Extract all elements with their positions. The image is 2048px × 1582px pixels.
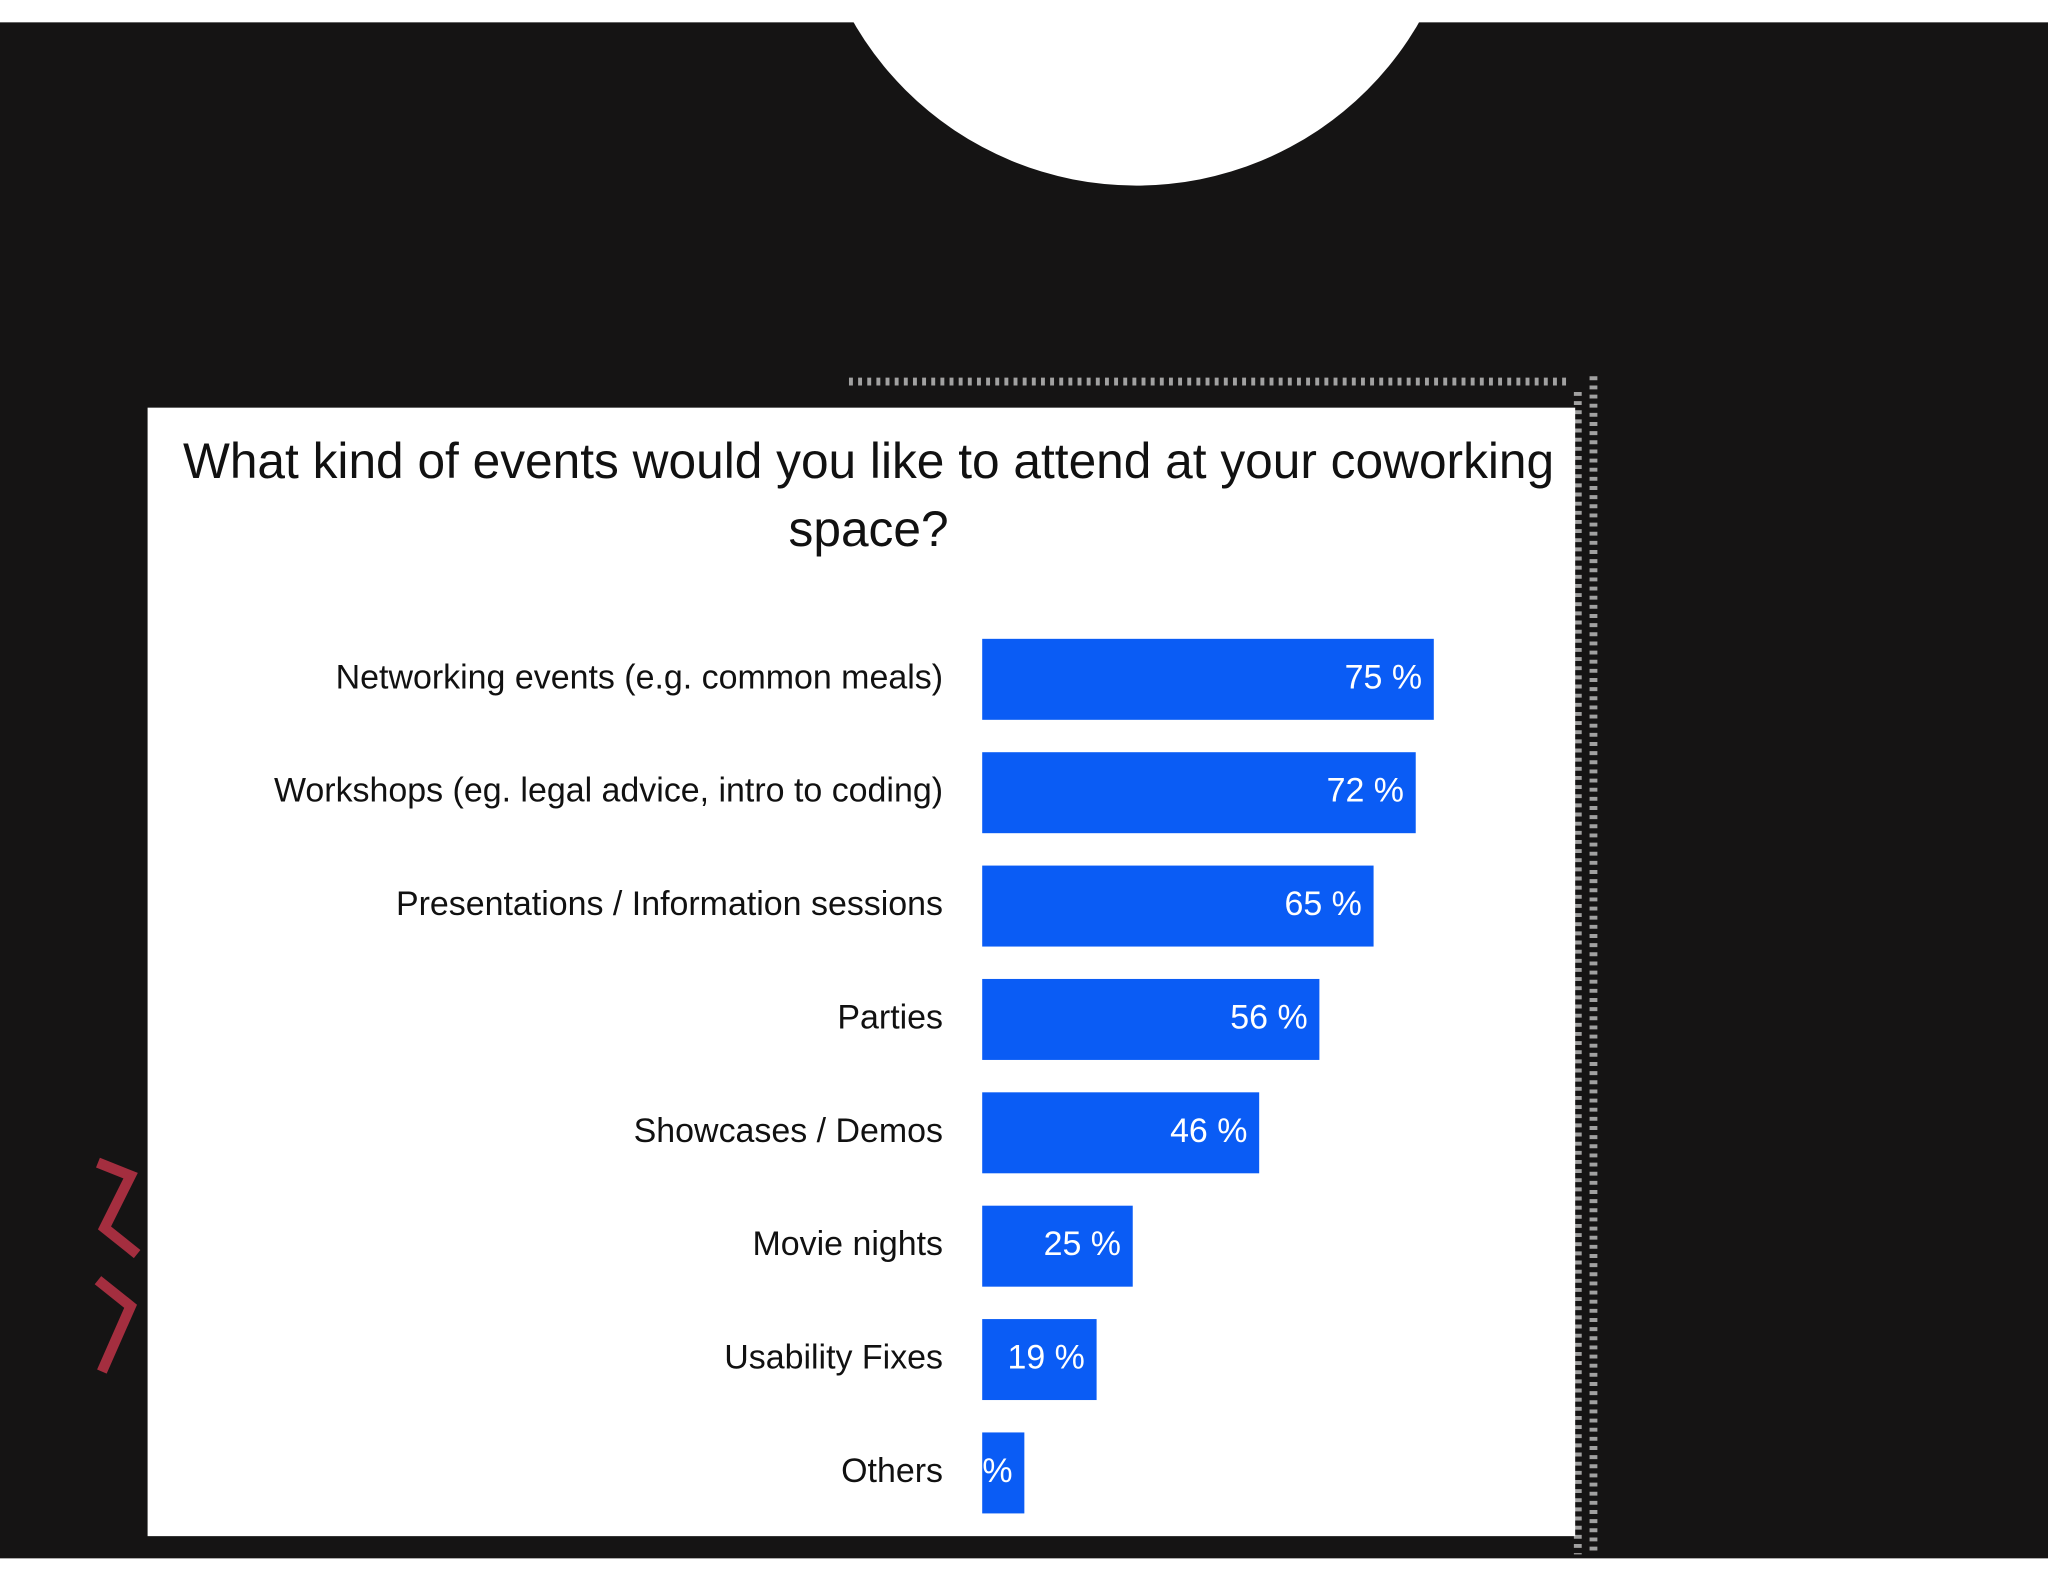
title-box: What kind of events would you like to at… bbox=[182, 435, 1555, 558]
plot: Networking events (e.g. common meals) 75 … bbox=[274, 638, 1434, 1514]
value-label: 7 % bbox=[954, 1452, 1012, 1490]
value-label: 72 % bbox=[1327, 772, 1404, 810]
value-label: 19 % bbox=[1007, 1339, 1084, 1377]
category-label: Movie nights bbox=[752, 1225, 943, 1263]
bar bbox=[982, 865, 1374, 947]
top-circle bbox=[841, 0, 1431, 186]
bar bbox=[982, 638, 1434, 720]
category-label: Usability Fixes bbox=[724, 1339, 943, 1377]
value-label: 56 % bbox=[1230, 998, 1307, 1036]
value-label: 46 % bbox=[1170, 1112, 1247, 1150]
value-label: 75 % bbox=[1345, 658, 1422, 696]
category-label: Workshops (eg. legal advice, intro to co… bbox=[274, 772, 943, 810]
category-label: Networking events (e.g. common meals) bbox=[336, 658, 943, 696]
chart-panel bbox=[147, 407, 1576, 1537]
category-label: Others bbox=[841, 1452, 943, 1490]
chart-title: What kind of events would you like to at… bbox=[182, 435, 1555, 558]
bar bbox=[982, 752, 1416, 834]
bar bbox=[982, 1092, 1260, 1174]
bar bbox=[982, 1432, 1025, 1514]
bar bbox=[982, 1319, 1097, 1401]
value-label: 25 % bbox=[1044, 1225, 1121, 1263]
chalk-frame bbox=[848, 376, 1598, 1555]
value-label: 65 % bbox=[1284, 885, 1361, 923]
category-label: Showcases / Demos bbox=[634, 1112, 943, 1150]
bar bbox=[982, 978, 1320, 1060]
bar bbox=[982, 1205, 1133, 1287]
category-label: Presentations / Information sessions bbox=[396, 885, 943, 923]
chalk-scribble bbox=[94, 1157, 141, 1374]
category-label: Parties bbox=[837, 998, 943, 1036]
